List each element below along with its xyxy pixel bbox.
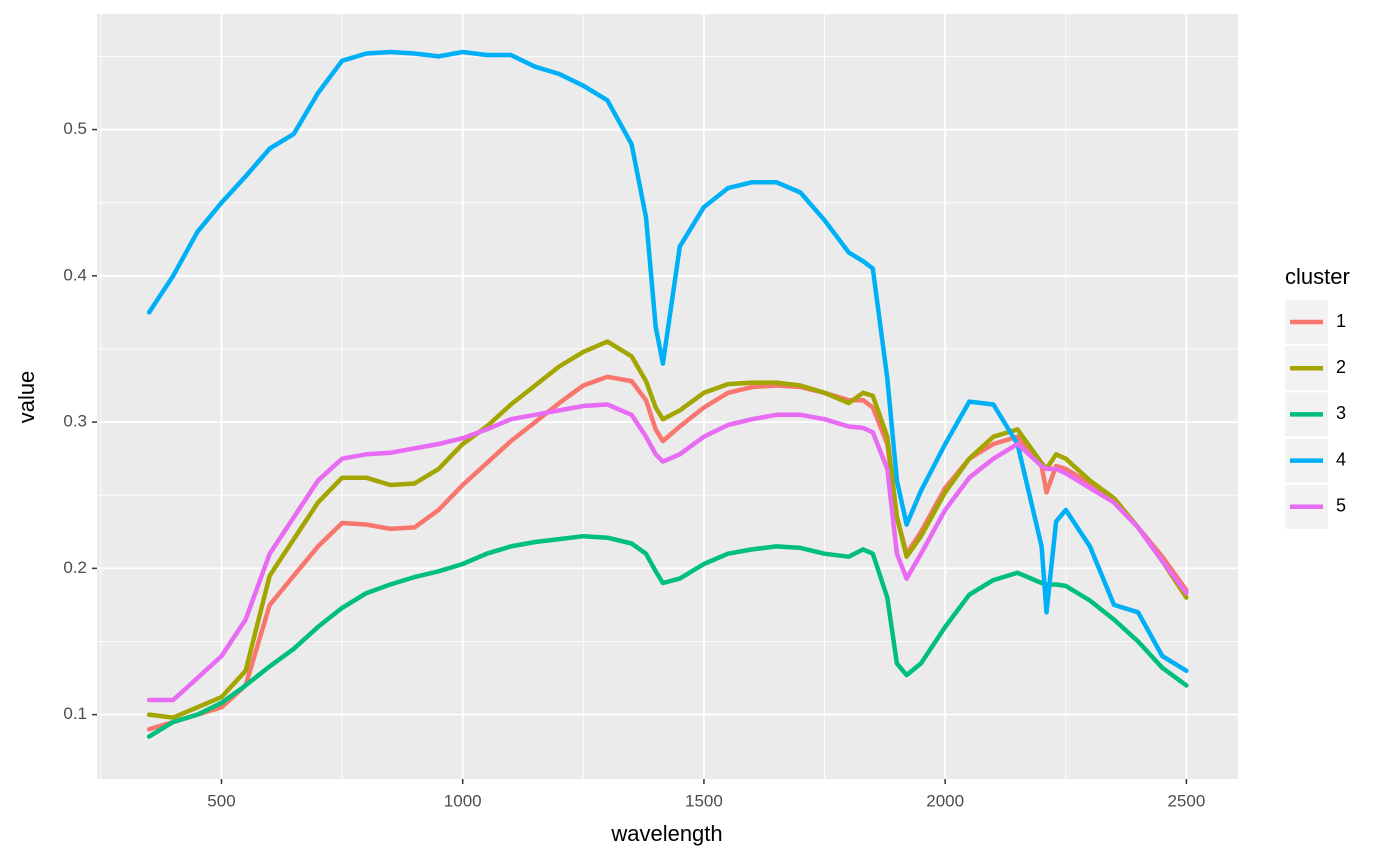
- y-tick-label: 0.4: [63, 265, 87, 284]
- legend-label: 5: [1336, 496, 1346, 516]
- x-tick-label: 500: [207, 791, 235, 810]
- legend-label: 3: [1336, 403, 1346, 423]
- y-tick-label: 0.1: [63, 704, 87, 723]
- series-line: [146, 533, 1189, 739]
- y-tick-label: 0.3: [63, 412, 87, 431]
- y-tick-label: 0.2: [63, 558, 87, 577]
- legend-label: 4: [1336, 449, 1346, 469]
- legend-label: 2: [1336, 357, 1346, 377]
- x-axis-title: wavelength: [610, 821, 722, 846]
- x-tick-label: 1500: [685, 791, 723, 810]
- legend-label: 1: [1336, 311, 1346, 331]
- lines: [146, 49, 1189, 739]
- y-tick-label: 0.5: [63, 119, 87, 138]
- x-tick-label: 1000: [444, 791, 482, 810]
- series-line: [146, 402, 1189, 703]
- series-line: [146, 339, 1189, 720]
- x-tick-label: 2500: [1167, 791, 1205, 810]
- legend-title: cluster: [1285, 264, 1350, 289]
- y-axis-title: value: [14, 371, 39, 424]
- x-tick-label: 2000: [926, 791, 964, 810]
- grid: [97, 14, 1238, 779]
- series-line: [146, 49, 1189, 674]
